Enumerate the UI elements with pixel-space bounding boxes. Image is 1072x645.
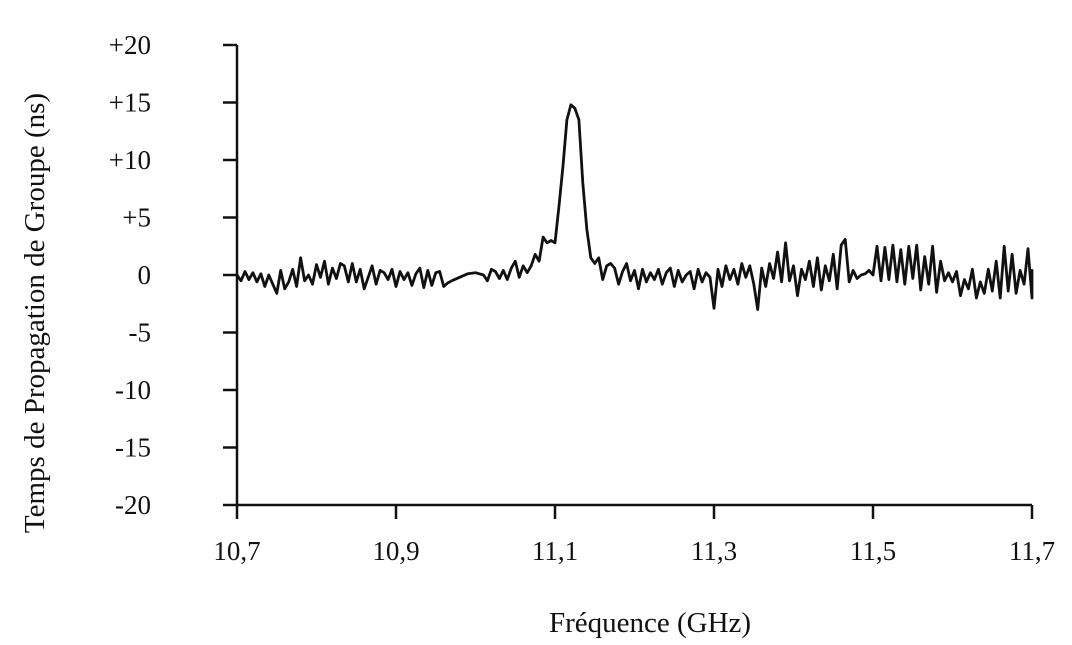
y-tick-label: -5 (129, 318, 152, 348)
series-line (235, 103, 1034, 311)
y-tick-label: +20 (109, 30, 151, 60)
y-tick-label: -20 (115, 490, 151, 520)
x-tick-label: 10,9 (372, 536, 419, 566)
x-tick-label: 10,7 (213, 536, 260, 566)
x-axis-ticks: 10,7 10,9 11,1 11,3 11,5 11,7 (213, 505, 1055, 566)
x-tick-label: 11,3 (691, 536, 737, 566)
x-tick-label: 11,7 (1009, 536, 1055, 566)
y-tick-label: -10 (115, 375, 151, 405)
y-tick-label: -15 (115, 433, 151, 463)
y-tick-label: 0 (138, 260, 152, 290)
y-tick-label: +15 (109, 88, 151, 118)
y-tick-label: +10 (109, 145, 151, 175)
series-layer (235, 103, 1034, 311)
x-tick-label: 11,1 (532, 536, 578, 566)
y-axis-title: Temps de Propagation de Groupe (ns) (19, 93, 51, 533)
x-tick-label: 11,5 (850, 536, 896, 566)
y-tick-label: +5 (122, 203, 151, 233)
x-axis-title: Fréquence (GHz) (549, 607, 751, 639)
y-axis-ticks: +20 +15 +10 +5 0 -5 -10 -15 -20 (109, 30, 237, 520)
